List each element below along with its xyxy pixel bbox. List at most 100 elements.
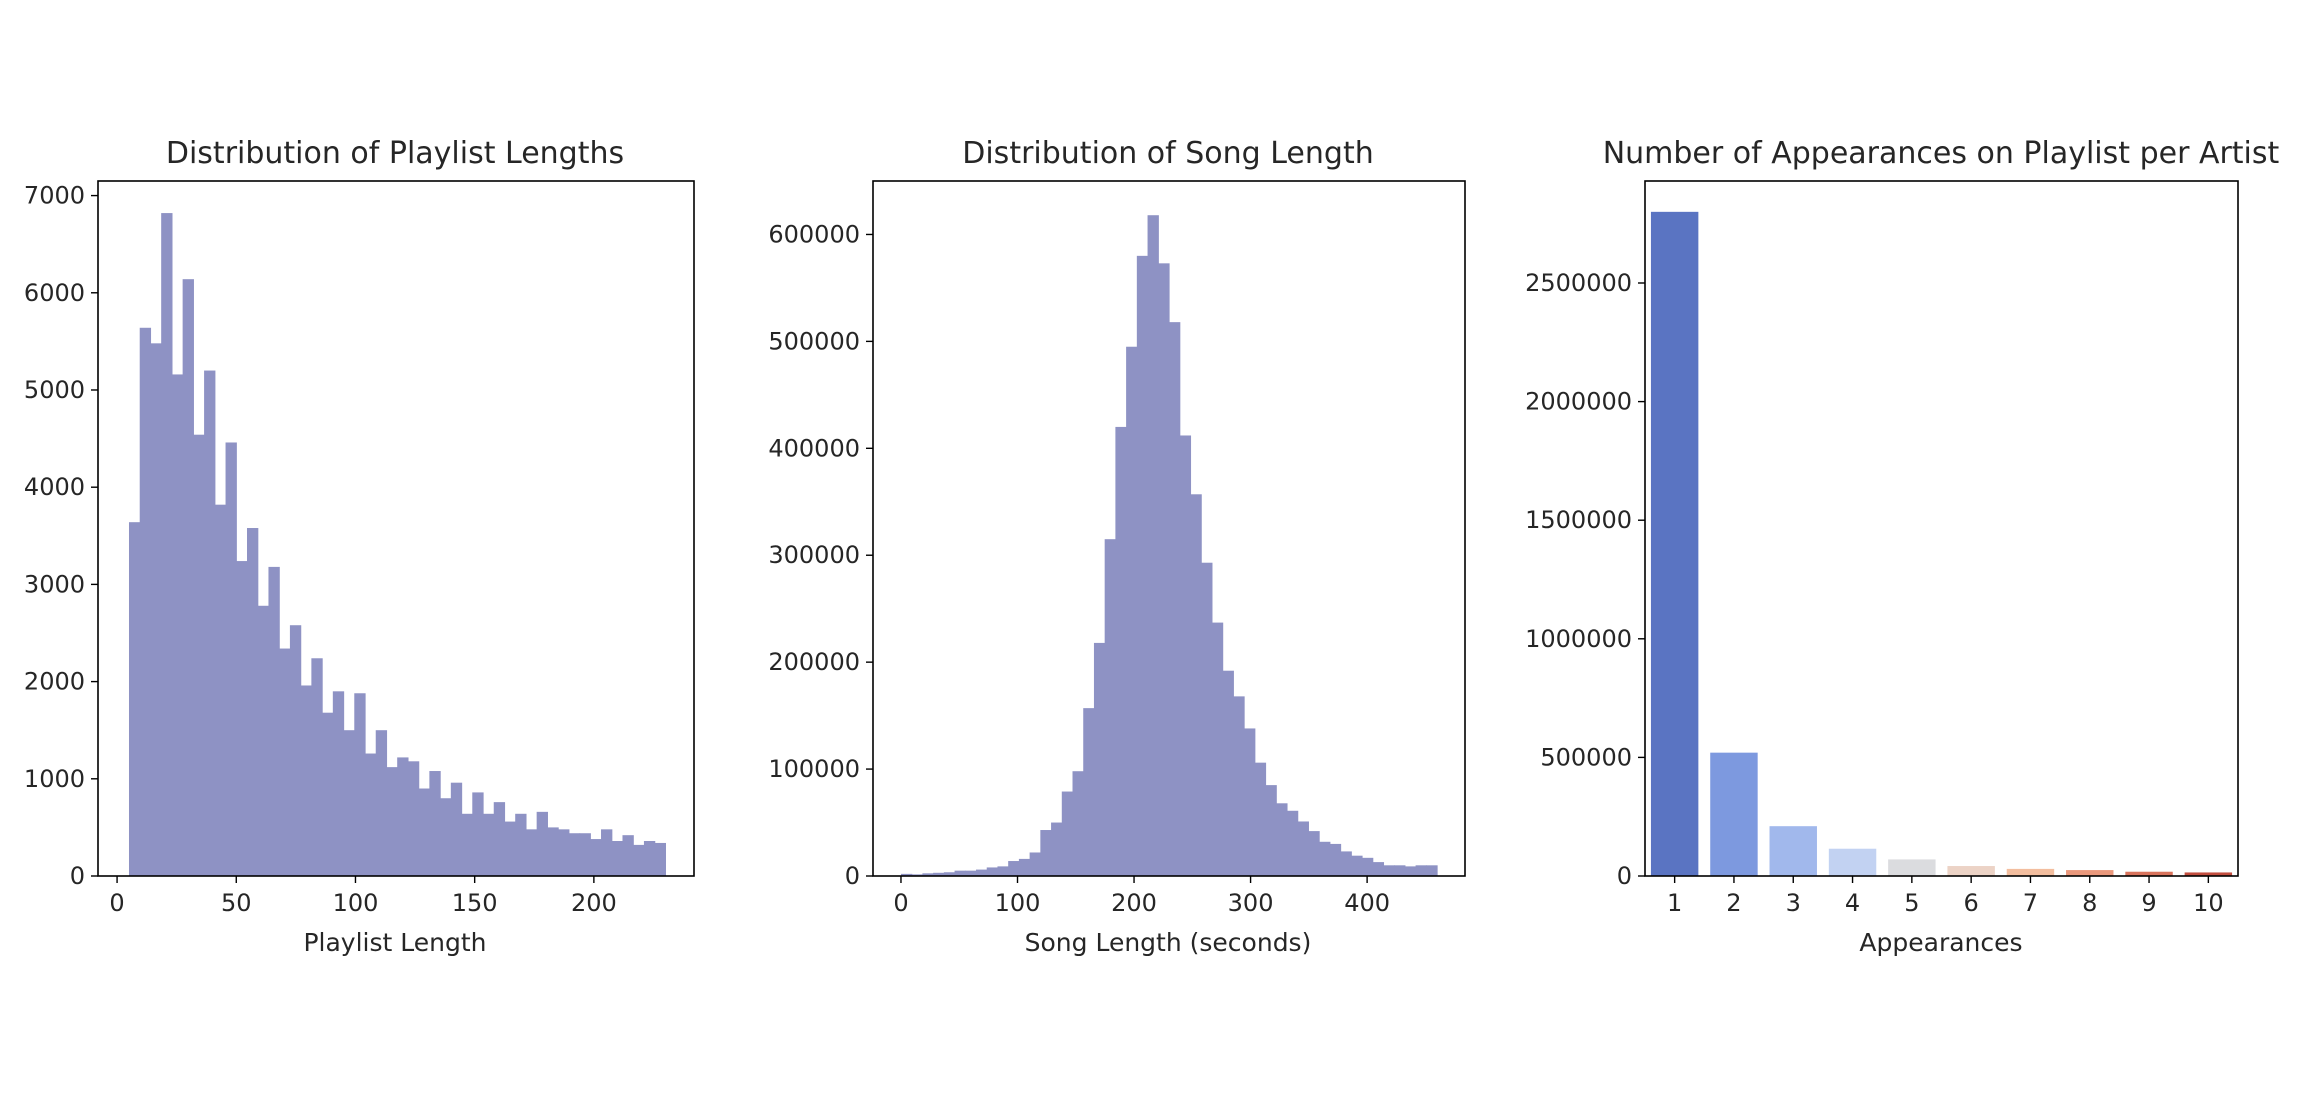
histogram-bar: [311, 658, 323, 876]
histogram-bar: [1233, 696, 1245, 876]
histogram-bar: [986, 867, 999, 876]
histogram-bar: [161, 213, 173, 877]
x-tick-label: 100: [995, 889, 1041, 917]
histogram-bar: [322, 712, 334, 876]
bar: [1650, 211, 1699, 876]
x-tick-label: 9: [2141, 889, 2156, 917]
histogram-bar: [440, 798, 452, 876]
x-axis-label: Playlist Length: [303, 928, 486, 957]
histogram-bar: [418, 788, 430, 876]
bar: [2066, 870, 2114, 876]
y-tick-label: 500000: [1540, 743, 1632, 771]
plot-frame: [1644, 180, 2239, 877]
histogram-bar: [483, 813, 495, 876]
histogram-bar: [1404, 866, 1417, 876]
y-tick-label: 4000: [24, 473, 85, 501]
histogram-bar: [139, 327, 152, 876]
histogram-bar: [976, 869, 988, 876]
histogram-bar: [1329, 843, 1342, 876]
x-tick-label: 2: [1726, 889, 1741, 917]
histogram-bar: [954, 870, 966, 876]
histogram-bar: [171, 374, 184, 876]
histogram-bar: [558, 829, 570, 876]
histogram-bar: [943, 872, 956, 876]
bar: [2125, 871, 2173, 876]
histogram-bar: [1051, 822, 1063, 876]
histogram-bar: [472, 792, 484, 876]
y-tick-label: 0: [845, 862, 860, 890]
histogram-bar: [633, 844, 645, 876]
histogram-bar: [493, 802, 506, 876]
histogram-bar: [289, 625, 302, 876]
y-tick-label: 1500000: [1525, 506, 1632, 534]
histogram-bar: [933, 872, 945, 876]
x-axis-label: Appearances: [1859, 928, 2022, 957]
histogram-bar: [1361, 857, 1374, 876]
histogram-bar: [1126, 346, 1138, 876]
histogram-bar: [922, 873, 934, 876]
histogram-bar: [1244, 728, 1256, 876]
histogram-bar: [214, 504, 227, 876]
x-tick-label: 0: [893, 889, 908, 917]
histogram-bar: [525, 829, 538, 876]
histogram-bar: [1147, 215, 1159, 876]
histogram-bar: [1179, 435, 1192, 876]
histogram-bar: [965, 870, 977, 876]
y-tick-label: 1000000: [1525, 625, 1632, 653]
histogram-bar: [1265, 785, 1277, 876]
y-tick-label: 2000000: [1525, 388, 1632, 416]
histogram-bar: [1029, 852, 1041, 876]
histogram-bar: [150, 343, 162, 876]
y-tick-label: 500000: [768, 327, 860, 355]
histogram-bar: [1040, 830, 1052, 876]
y-tick-label: 300000: [768, 541, 860, 569]
histogram-bar: [257, 605, 270, 876]
x-tick-label: 100: [333, 889, 379, 917]
histogram-bar: [450, 782, 463, 876]
histogram-bar: [461, 813, 473, 876]
x-tick-label: 200: [1111, 889, 1157, 917]
x-tick-label: 4: [1845, 889, 1860, 917]
plot-frame: [97, 180, 695, 877]
histogram-bar: [547, 827, 559, 876]
histogram-bar: [654, 842, 666, 876]
bar: [2006, 868, 2055, 876]
histogram-playlist-lengths: Distribution of Playlist Lengths Playlis…: [24, 136, 695, 957]
histogram-bar: [204, 370, 216, 876]
x-tick-label: 50: [221, 889, 252, 917]
x-tick-label: 5: [1904, 889, 1919, 917]
histogram-bar: [375, 730, 388, 876]
bar: [1828, 848, 1877, 876]
y-tick-label: 200000: [768, 648, 860, 676]
histogram-bar: [643, 841, 656, 876]
x-tick-label: 8: [2082, 889, 2097, 917]
y-tick-label: 600000: [768, 220, 860, 248]
histogram-bar: [1286, 810, 1299, 876]
histogram-bar: [1340, 851, 1352, 876]
x-tick-label: 300: [1228, 889, 1274, 917]
histogram-bar: [1201, 562, 1213, 876]
histogram-bar: [1158, 263, 1170, 876]
histogram-bar: [1415, 865, 1427, 876]
chart-title: Distribution of Playlist Lengths: [166, 136, 624, 171]
histogram-bar: [225, 442, 237, 876]
y-tick-label: 1000: [24, 765, 85, 793]
histogram-bar: [279, 648, 291, 876]
y-tick-label: 7000: [24, 182, 85, 210]
histogram-bar: [354, 693, 366, 876]
histogram-bar: [622, 835, 634, 876]
histogram-bar: [1394, 865, 1406, 876]
histogram-bar: [601, 829, 613, 876]
histogram-bar: [568, 833, 581, 876]
x-tick-label: 0: [109, 889, 124, 917]
chart-title: Distribution of Song Length: [962, 136, 1373, 171]
y-tick-label: 2000: [24, 668, 85, 696]
x-tick-label: 7: [2023, 889, 2038, 917]
histogram-bar: [504, 821, 516, 876]
histogram-bar: [365, 753, 377, 876]
histogram-bar: [182, 279, 194, 877]
histogram-bar: [343, 730, 355, 876]
histogram-bar: [1383, 865, 1395, 876]
x-tick-label: 3: [1786, 889, 1801, 917]
histogram-bar: [128, 522, 141, 876]
